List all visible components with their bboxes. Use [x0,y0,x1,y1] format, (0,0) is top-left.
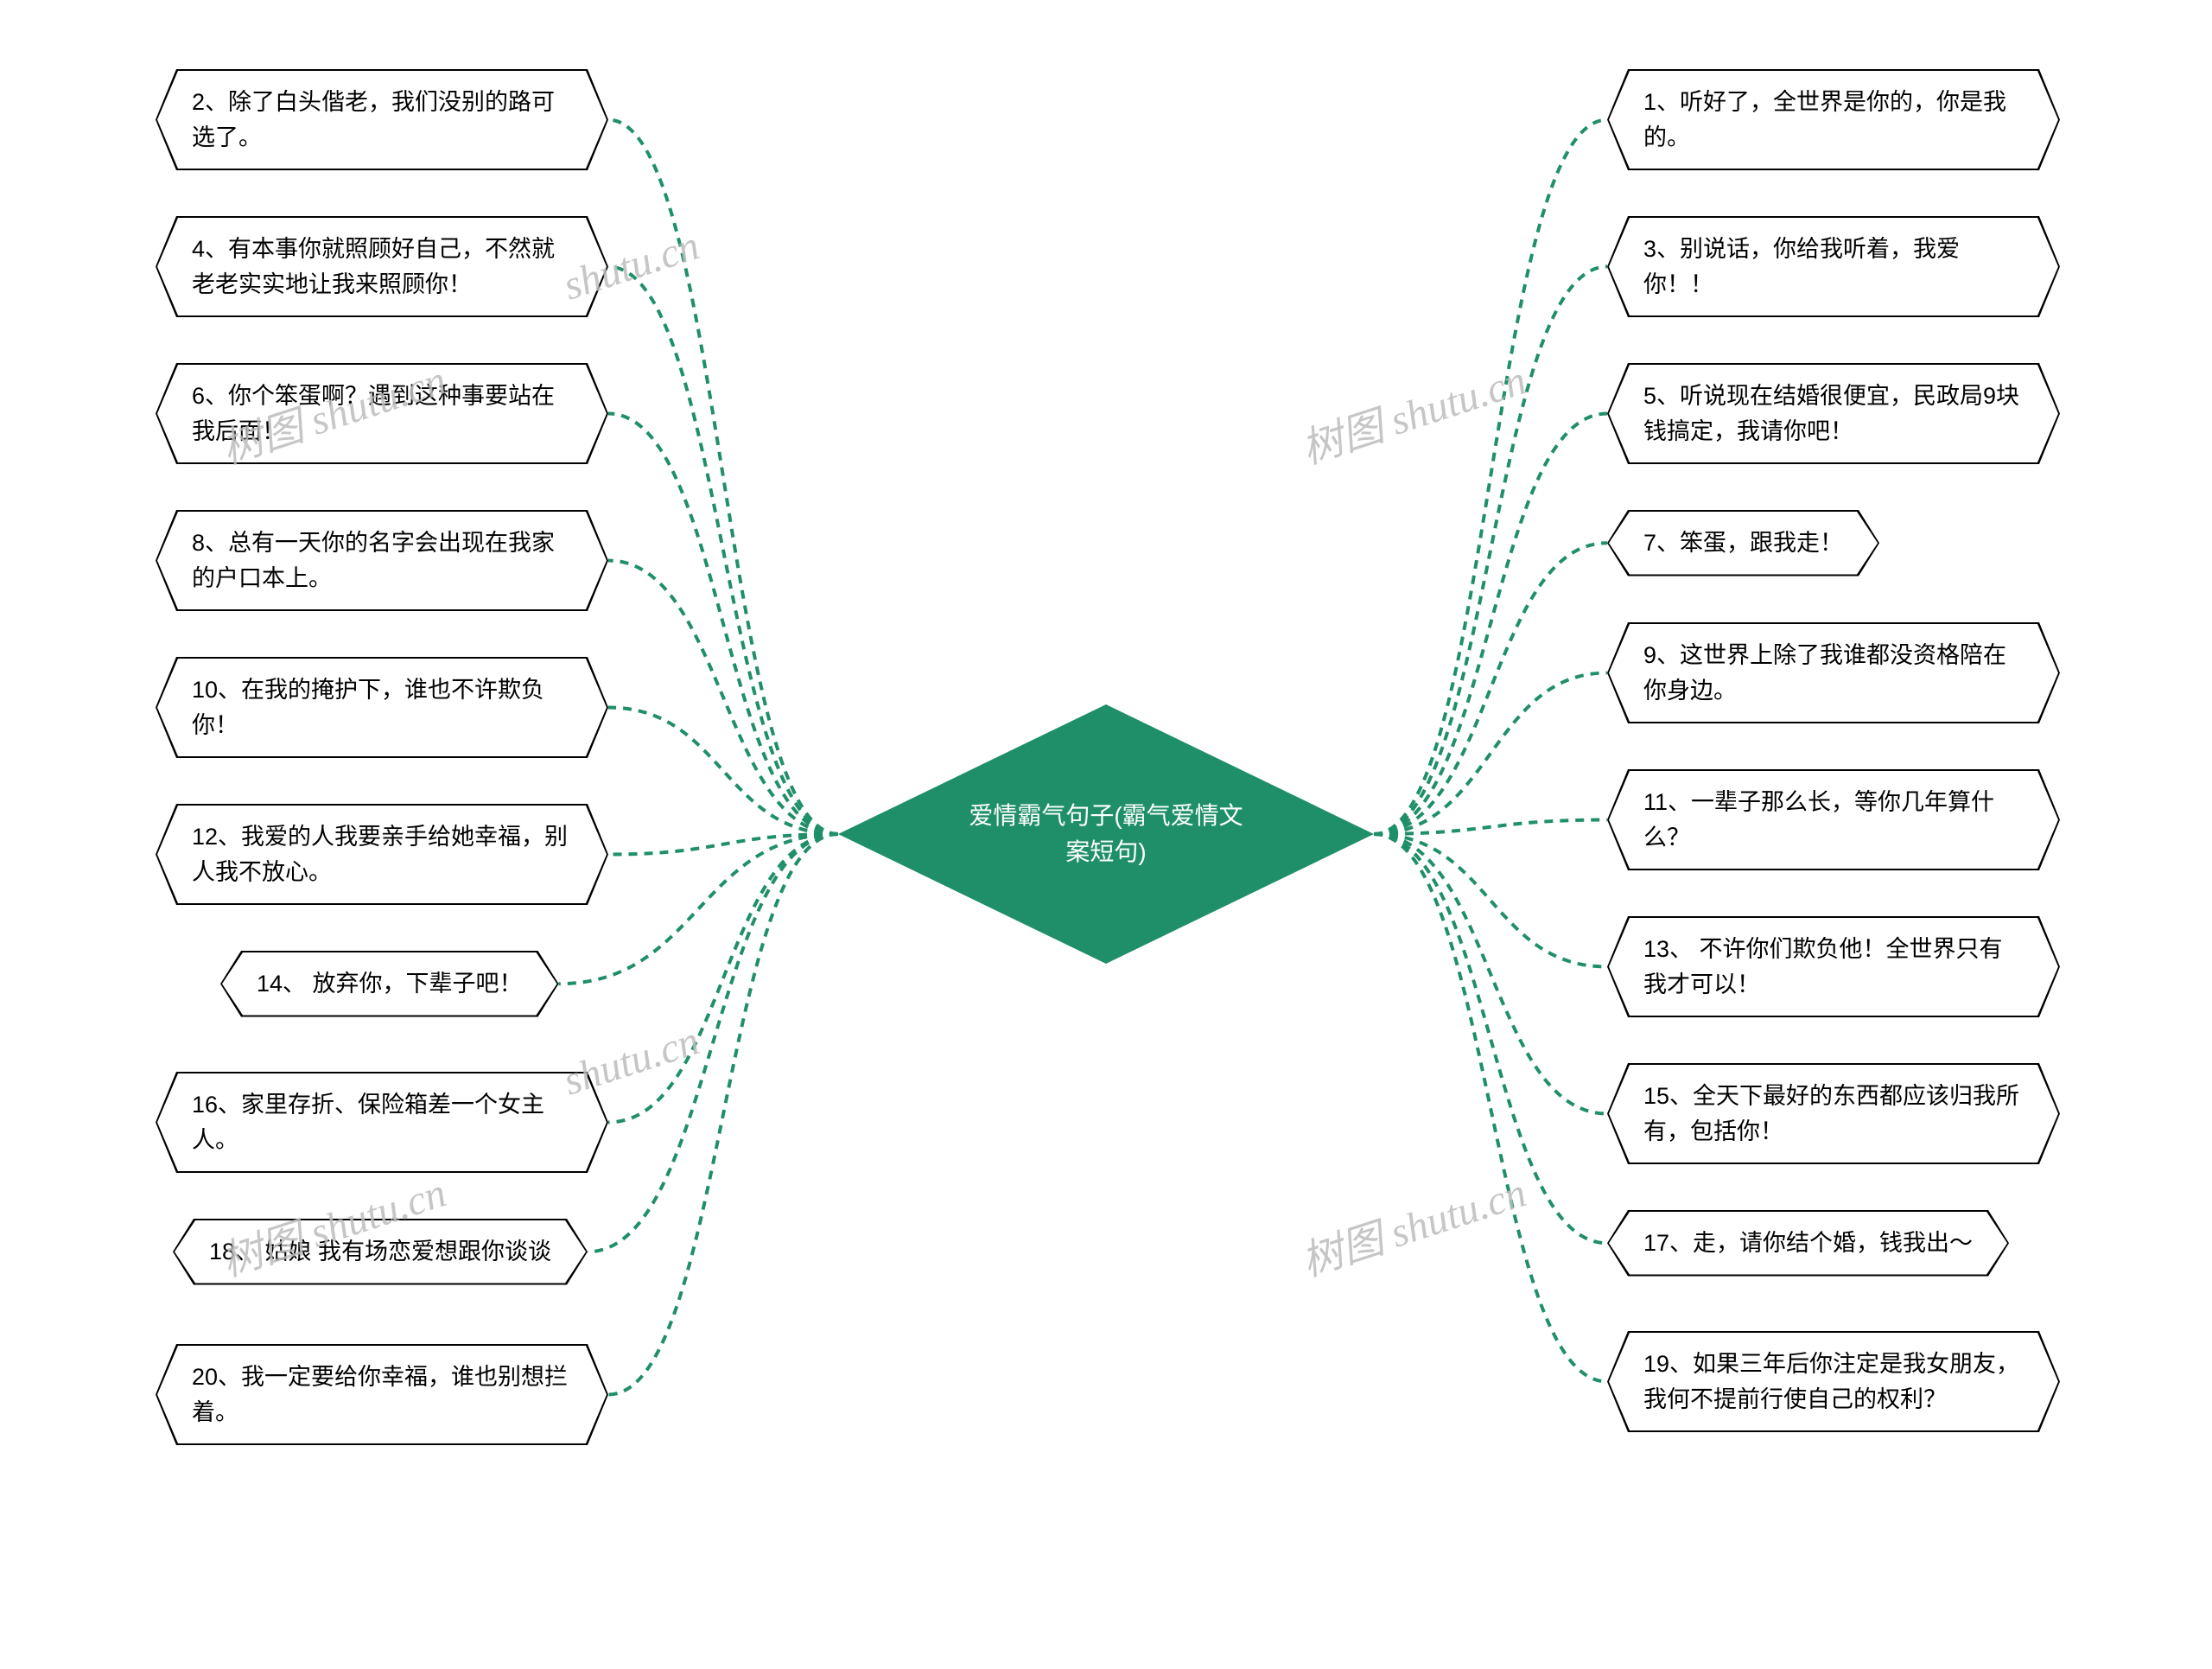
watermark-4: 树图 shutu.cn [1293,1158,1533,1288]
connector [608,834,838,1395]
right-node-text-0: 1、听好了，全世界是你的，你是我的。 [1609,71,2058,169]
left-node-5: 12、我爱的人我要亲手给她幸福，别人我不放心。 [156,804,608,905]
connector [1374,834,1607,1382]
connector [588,834,838,1252]
right-node-0: 1、听好了，全世界是你的，你是我的。 [1607,69,2060,170]
connector [608,834,838,855]
connector [608,120,838,835]
right-node-text-7: 15、全天下最好的东西都应该归我所有，包括你！ [1609,1065,2058,1163]
right-node-2: 5、听说现在结婚很便宜，民政局9块钱搞定，我请你吧！ [1607,363,2060,464]
connector [1374,414,1607,835]
connector [1374,267,1607,835]
right-node-text-2: 5、听说现在结婚很便宜，民政局9块钱搞定，我请你吧！ [1609,365,2058,462]
center-label: 爱情霸气句子(霸气爱情文案短句) [968,798,1244,870]
left-node-4: 10、在我的掩护下，谁也不许欺负你！ [156,657,608,758]
connector [608,414,838,835]
connector [1374,120,1607,835]
mindmap-canvas: 爱情霸气句子(霸气爱情文案短句) 2、除了白头偕老，我们没别的路可选了。 4、有本… [0,0,2212,1669]
left-node-text-0: 2、除了白头偕老，我们没别的路可选了。 [157,71,607,169]
left-node-0: 2、除了白头偕老，我们没别的路可选了。 [156,69,608,170]
left-node-text-5: 12、我爱的人我要亲手给她幸福，别人我不放心。 [157,806,607,903]
right-node-text-1: 3、别说话，你给我听着，我爱你！！ [1609,218,2058,315]
connector [608,834,838,1123]
connector [1374,543,1607,834]
left-node-3: 8、总有一天你的名字会出现在我家的户口本上。 [156,510,608,611]
left-node-text-2: 6、你个笨蛋啊？遇到这种事要站在我后面！ [157,365,607,462]
right-node-text-9: 19、如果三年后你注定是我女朋友，我何不提前行使自己的权利？ [1609,1333,2058,1430]
left-node-text-6: 14、 放弃你，下辈子吧！ [222,952,557,1016]
left-node-text-4: 10、在我的掩护下，谁也不许欺负你！ [157,659,607,756]
connector [608,267,838,835]
right-node-3: 7、笨蛋，跟我走！ [1607,510,1879,577]
left-node-text-9: 20、我一定要给你幸福，谁也别想拦着。 [157,1346,607,1443]
watermark-1: 树图 shutu.cn [1293,346,1533,475]
left-node-9: 20、我一定要给你幸福，谁也别想拦着。 [156,1344,608,1445]
connector [1374,673,1607,835]
connector [1374,820,1607,835]
left-node-2: 6、你个笨蛋啊？遇到这种事要站在我后面！ [156,363,608,464]
left-node-text-8: 18、 姑娘 我有场恋爱想跟你谈谈 [175,1220,586,1284]
right-node-1: 3、别说话，你给我听着，我爱你！！ [1607,216,2060,317]
right-node-9: 19、如果三年后你注定是我女朋友，我何不提前行使自己的权利？ [1607,1331,2060,1432]
connector [1374,834,1607,1243]
connector [608,561,838,835]
right-node-text-8: 17、走，请你结个婚，钱我出～ [1609,1212,2007,1275]
right-node-6: 13、 不许你们欺负他！全世界只有我才可以！ [1607,916,2060,1017]
right-node-text-3: 7、笨蛋，跟我走！ [1609,512,1878,575]
left-node-1: 4、有本事你就照顾好自己，不然就老老实实地让我来照顾你！ [156,216,608,317]
right-node-text-5: 11、一辈子那么长，等你几年算什么？ [1609,771,2058,869]
right-node-5: 11、一辈子那么长，等你几年算什么？ [1607,769,2060,870]
connector [1374,834,1607,967]
left-node-7: 16、家里存折、保险箱差一个女主人。 [156,1072,608,1173]
left-node-6: 14、 放弃你，下辈子吧！ [220,951,559,1017]
left-node-text-7: 16、家里存折、保险箱差一个女主人。 [157,1073,607,1171]
connector [608,708,838,835]
left-node-text-3: 8、总有一天你的名字会出现在我家的户口本上。 [157,512,607,609]
right-node-text-4: 9、这世界上除了我谁都没资格陪在你身边。 [1609,624,2058,722]
right-node-7: 15、全天下最好的东西都应该归我所有，包括你！ [1607,1063,2060,1164]
connector [1374,834,1607,1114]
right-node-8: 17、走，请你结个婚，钱我出～ [1607,1210,2009,1277]
right-node-4: 9、这世界上除了我谁都没资格陪在你身边。 [1607,622,2060,723]
left-node-8: 18、 姑娘 我有场恋爱想跟你谈谈 [173,1219,588,1285]
center-node: 爱情霸气句子(霸气爱情文案短句) [838,704,1374,964]
left-node-text-1: 4、有本事你就照顾好自己，不然就老老实实地让我来照顾你！ [157,218,607,315]
right-node-text-6: 13、 不许你们欺负他！全世界只有我才可以！ [1609,918,2058,1016]
